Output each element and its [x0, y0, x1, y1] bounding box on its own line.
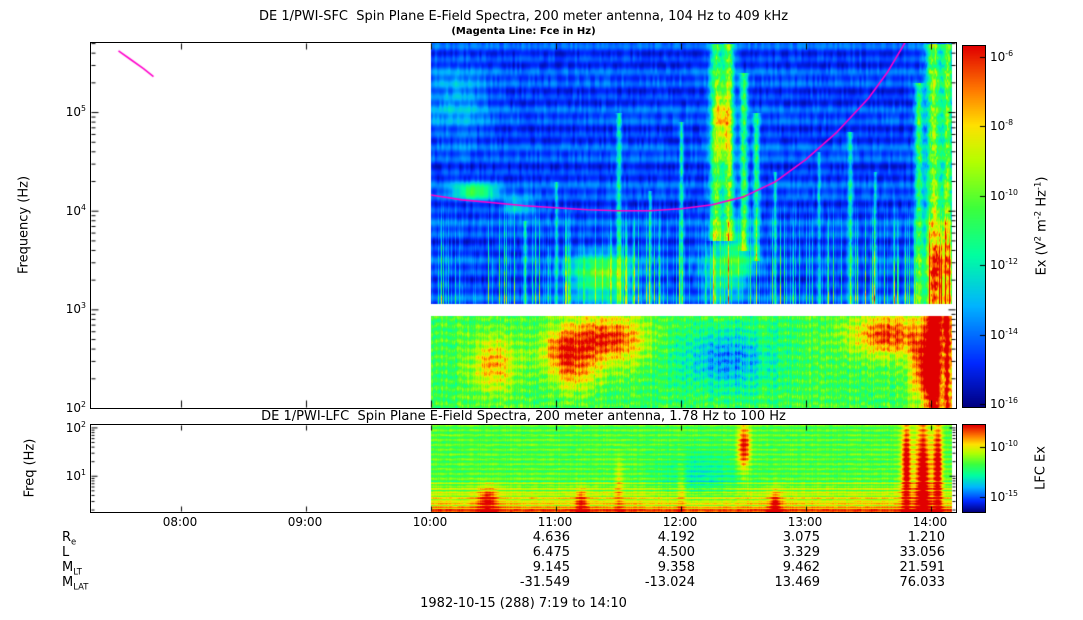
ephemeris-value: 4.500	[657, 545, 695, 560]
sfc-ytick-1e3: 103	[65, 301, 86, 316]
ephemeris-value: 3.329	[782, 545, 820, 560]
lfc-ylabel: Freq (Hz)	[22, 438, 38, 498]
ephemeris-value: -13.024	[644, 575, 695, 590]
sfc-ytick-1e2: 102	[65, 400, 86, 415]
ephemeris-value: 4.636	[532, 530, 570, 545]
ephemeris-label-re: Re	[62, 530, 77, 547]
ephemeris-label-mlt: MLT	[62, 560, 82, 577]
ephemeris-value: 9.462	[782, 560, 820, 575]
ephemeris-label-mlat: MLAT	[62, 575, 89, 592]
lfc-colorbar-label: LFC Ex	[1033, 446, 1049, 490]
ephemeris-value: 33.056	[899, 545, 946, 560]
sfc-spectrogram-canvas	[91, 43, 956, 408]
sfc-colorbar-tick-5: 10-16	[990, 396, 1019, 411]
sfc-colorbar-tick-4: 10-14	[990, 327, 1019, 342]
sfc-colorbar-label: Ex (V2 m-2 Hz-1)	[1032, 176, 1050, 276]
time-tick-1000: 10:00	[412, 515, 448, 529]
sfc-colorbar-tick-1: 10-8	[990, 118, 1014, 133]
ephemeris-label-l: L	[62, 545, 70, 560]
lfc-colorbar-tick-1: 10-15	[990, 489, 1019, 504]
sfc-colorbar-tick-0: 10-6	[990, 49, 1014, 64]
lfc-panel	[90, 424, 957, 513]
ephemeris-value: 3.075	[782, 530, 820, 545]
lfc-ytick-1e1: 101	[65, 468, 86, 483]
lfc-colorbar-tick-0: 10-10	[990, 439, 1019, 454]
ephemeris-value: 76.033	[899, 575, 946, 590]
time-tick-0800: 08:00	[162, 515, 198, 529]
ephemeris-value: 9.358	[657, 560, 695, 575]
time-tick-1100: 11:00	[537, 515, 573, 529]
sfc-ylabel: Frequency (Hz)	[16, 175, 32, 275]
ephemeris-value: 4.192	[657, 530, 695, 545]
ephemeris-value: -31.549	[519, 575, 570, 590]
lfc-title: DE 1/PWI-LFC Spin Plane E-Field Spectra,…	[261, 409, 786, 424]
ephemeris-value: 9.145	[532, 560, 570, 575]
time-tick-0900: 09:00	[287, 515, 323, 529]
time-tick-1300: 13:00	[787, 515, 823, 529]
sfc-colorbar-tick-2: 10-10	[990, 188, 1019, 203]
time-tick-1200: 12:00	[662, 515, 698, 529]
sfc-title: DE 1/PWI-SFC Spin Plane E-Field Spectra,…	[258, 9, 789, 24]
lfc-colorbar	[962, 424, 986, 513]
time-tick-1400: 14:00	[912, 515, 948, 529]
ephemeris-value: 1.210	[907, 530, 945, 545]
ephemeris-value: 13.469	[774, 575, 821, 590]
lfc-colorbar-canvas	[963, 425, 985, 512]
sfc-ytick-1e4: 104	[65, 203, 86, 218]
sfc-subtitle: (Magenta Line: Fce in Hz)	[451, 26, 596, 37]
sfc-colorbar-tick-3: 10-12	[990, 257, 1019, 272]
sfc-colorbar	[962, 45, 986, 408]
sfc-colorbar-canvas	[963, 46, 985, 407]
sfc-panel	[90, 42, 957, 409]
lfc-spectrogram-canvas	[91, 425, 956, 512]
ephemeris-value: 6.475	[532, 545, 570, 560]
ephemeris-value: 21.591	[899, 560, 946, 575]
sfc-ytick-1e5: 105	[65, 104, 86, 119]
lfc-ytick-1e2: 102	[65, 420, 86, 435]
time-range-label: 1982-10-15 (288) 7:19 to 14:10	[420, 596, 627, 611]
